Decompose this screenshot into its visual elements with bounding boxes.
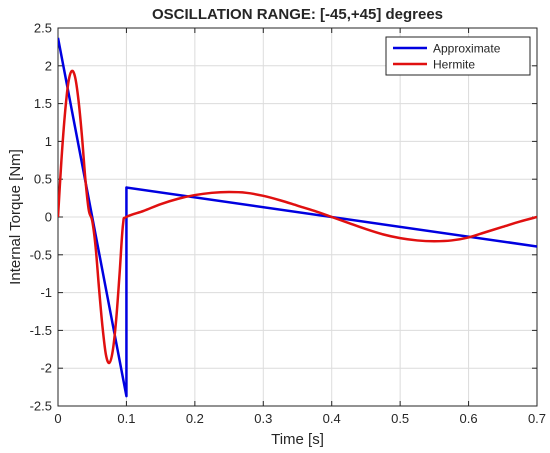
- x-tick-label: 0.4: [323, 411, 341, 426]
- y-tick-label: -2: [40, 361, 52, 376]
- x-tick-label: 0.1: [117, 411, 135, 426]
- x-axis-label: Time [s]: [271, 431, 324, 448]
- x-tick-label: 0.6: [460, 411, 478, 426]
- legend-label-hermite: Hermite: [433, 58, 475, 72]
- x-tick-label: 0.7: [528, 411, 546, 426]
- y-tick-label: -0.5: [30, 247, 52, 262]
- x-tick-label: 0.5: [391, 411, 409, 426]
- legend-label-approximate: Approximate: [433, 42, 501, 56]
- axis-ticks: 0 0.1 0.2 0.3 0.4 0.5 0.6 0.7 -2.5 -2 -1.5 -1 -0.5 0 0…: [30, 21, 546, 427]
- y-tick-label: -1: [40, 285, 52, 300]
- chart-title: OSCILLATION RANGE: [-45,+45] degrees: [152, 6, 443, 23]
- x-tick-label: 0.2: [186, 411, 204, 426]
- y-tick-label: 2.5: [34, 21, 52, 36]
- y-tick-label: 0: [45, 210, 52, 225]
- x-tick-label: 0.3: [254, 411, 272, 426]
- series-line-hermite: [58, 69, 537, 365]
- y-tick-label: 1: [45, 134, 52, 149]
- y-tick-label: 0.5: [34, 172, 52, 187]
- legend-box: [385, 36, 531, 76]
- legend: Approximate Hermite: [385, 36, 531, 76]
- y-tick-label: -1.5: [30, 323, 52, 338]
- series-lines: [58, 37, 537, 398]
- y-tick-label: -2.5: [30, 399, 52, 414]
- y-tick-label: 2: [45, 58, 52, 73]
- y-axis-label: Internal Torque [Nm]: [7, 149, 24, 285]
- y-tick-label: 1.5: [34, 96, 52, 111]
- x-tick-label: 0: [54, 411, 61, 426]
